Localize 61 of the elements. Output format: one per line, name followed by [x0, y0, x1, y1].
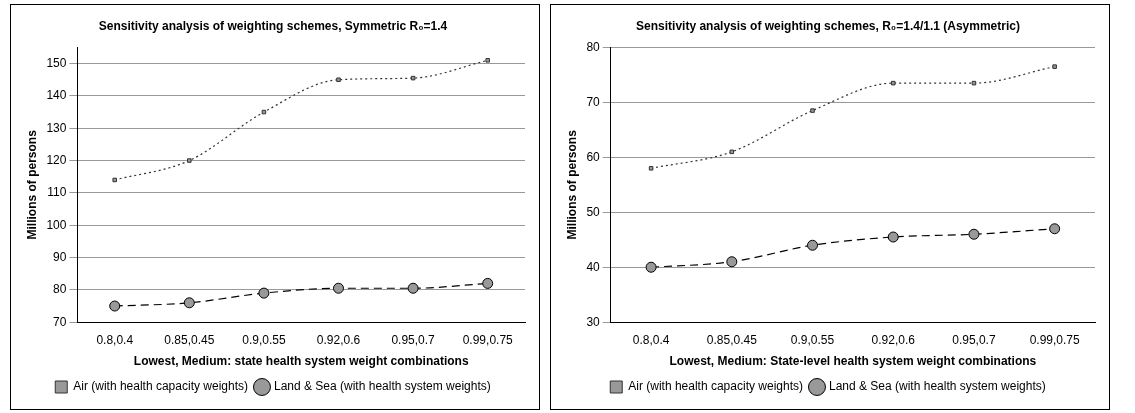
y-tick-label: 150 — [46, 55, 67, 70]
y-axis-title: Millions of persons — [24, 129, 39, 240]
y-tick-label: 30 — [586, 314, 601, 329]
point — [807, 239, 819, 251]
x-tick-label: 0.99,0.75 — [462, 332, 514, 347]
y-tick-label: 50 — [586, 204, 601, 219]
point — [183, 297, 195, 309]
point — [729, 149, 735, 155]
point — [645, 261, 657, 273]
point — [1052, 64, 1057, 69]
y-tick-label: 80 — [53, 282, 67, 297]
point — [1049, 223, 1061, 235]
point — [407, 282, 419, 294]
y-tick-label: 70 — [586, 94, 601, 109]
point — [890, 80, 896, 86]
x-tick-label: 0.8,0.4 — [632, 332, 670, 347]
y-tick-label: 130 — [46, 120, 67, 135]
x-tick-label: 0.95,0.7 — [391, 332, 436, 347]
y-tick-label: 70 — [53, 314, 67, 329]
point — [187, 158, 192, 163]
point — [261, 109, 267, 115]
point — [887, 231, 899, 243]
x-tick-label: 0.92,0.6 — [871, 332, 916, 347]
point — [258, 287, 270, 299]
chart-title: Sensitivity analysis of weighting schemes, Symmetric R₀=1.4 — [98, 18, 448, 33]
legend-label: Land & Sea (with health system weights) — [273, 379, 491, 394]
x-tick-label: 0.85,0.45 — [706, 332, 758, 347]
legend-label: Air (with health capacity weights) — [628, 379, 803, 394]
point — [971, 80, 977, 86]
y-tick-label: 90 — [53, 249, 67, 264]
point — [410, 75, 416, 81]
y-tick-label: 100 — [46, 217, 67, 232]
point — [109, 300, 121, 312]
point — [648, 166, 654, 171]
point — [726, 256, 738, 268]
y-tick-label: 40 — [586, 259, 601, 274]
y-tick-label: 120 — [46, 152, 67, 167]
x-tick-label: 0.99,0.75 — [1029, 332, 1080, 347]
point — [336, 77, 341, 82]
y-axis-title: Millions of persons — [564, 129, 579, 240]
y-tick-label: 110 — [47, 185, 67, 200]
x-tick-label: 0.9,0.55 — [790, 332, 835, 347]
x-tick-label: 0.92,0.6 — [316, 332, 361, 347]
x-tick-label: 0.8,0.4 — [96, 332, 134, 347]
point — [333, 282, 345, 294]
point — [485, 58, 490, 63]
point — [112, 177, 117, 183]
y-tick-label: 140 — [46, 88, 67, 103]
x-axis-title: Lowest, Medium: state health system weight combinations — [133, 354, 469, 369]
x-tick-label: 0.9,0.55 — [242, 332, 286, 347]
point — [968, 228, 980, 240]
y-tick-label: 80 — [586, 39, 601, 54]
point — [482, 277, 494, 289]
chart-title: Sensitivity analysis of weighting schemes, R₀=1.4/1.1 (Asymmetric) — [636, 18, 1020, 33]
x-axis-title: Lowest, Medium: State-level health system weight combinations — [669, 354, 1037, 369]
x-tick-label: 0.95,0.7 — [952, 332, 996, 347]
legend-label: Air (with health capacity weights) — [73, 379, 248, 394]
point — [810, 108, 815, 113]
x-tick-label: 0.85,0.45 — [164, 332, 215, 347]
legend-label: Land & Sea (with health system weights) — [828, 379, 1046, 394]
y-tick-label: 60 — [586, 149, 601, 164]
